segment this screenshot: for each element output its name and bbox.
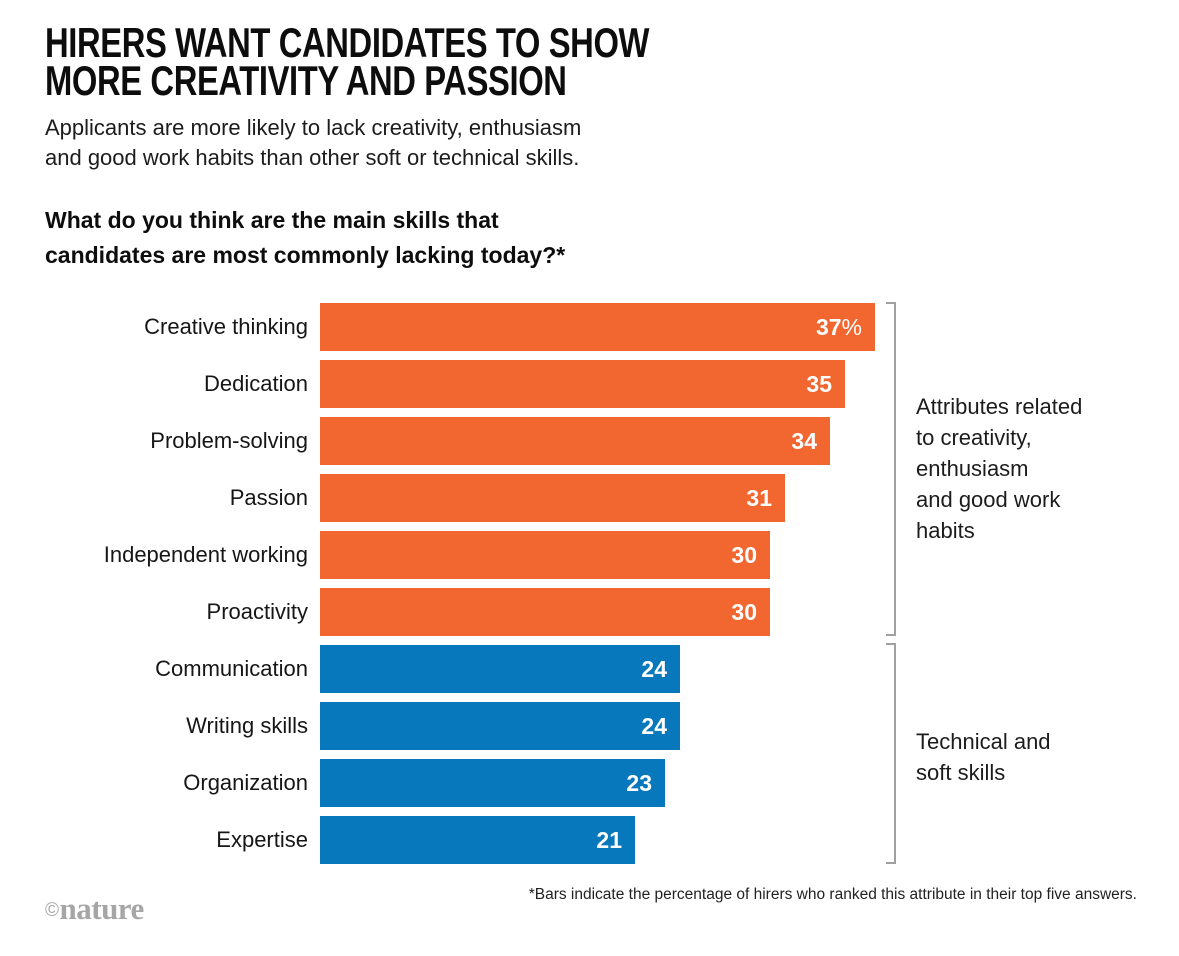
bar-creativity: 35 bbox=[320, 360, 845, 408]
group-label-technical: Technical and soft skills bbox=[916, 729, 1051, 785]
bar-technical: 24 bbox=[320, 702, 680, 750]
bar-creativity: 31 bbox=[320, 474, 785, 522]
bar-technical: 24 bbox=[320, 645, 680, 693]
group-bracket-technical bbox=[886, 643, 896, 864]
category-label: Dedication bbox=[204, 371, 308, 396]
bar-row-passion: Passion 31 bbox=[0, 474, 785, 522]
group-label-creativity: Attributes related to creativity, enthus… bbox=[916, 394, 1083, 543]
bar-row-problem-solving: Problem-solving 34 bbox=[0, 417, 830, 465]
bar-creativity: 34 bbox=[320, 417, 830, 465]
bar-value: 37% bbox=[815, 313, 862, 340]
bar-technical: 23 bbox=[320, 759, 665, 807]
category-label: Expertise bbox=[216, 827, 308, 852]
bar-value: 35 bbox=[806, 370, 832, 397]
nature-logo: ©nature bbox=[45, 891, 144, 927]
bar-row-writing-skills: Writing skills 24 bbox=[0, 702, 680, 750]
bar-value: 23 bbox=[626, 769, 652, 796]
bar-value: 24 bbox=[641, 712, 667, 739]
bar-value: 30 bbox=[731, 541, 757, 568]
category-label: Independent working bbox=[103, 542, 308, 567]
bar-row-expertise: Expertise 21 bbox=[0, 816, 635, 864]
bar-row-independent-working: Independent working 30 bbox=[0, 531, 770, 579]
category-label: Writing skills bbox=[186, 713, 308, 738]
bar-row-proactivity: Proactivity 30 bbox=[0, 588, 770, 636]
copyright-icon: © bbox=[45, 900, 59, 921]
page-subtitle: Applicants are more likely to lack creat… bbox=[45, 115, 582, 170]
bar-value: 34 bbox=[791, 427, 817, 454]
bar-technical: 21 bbox=[320, 816, 635, 864]
percent-sign: % bbox=[841, 313, 862, 340]
bar-row-organization: Organization 23 bbox=[0, 759, 665, 807]
page-title: HIRERS WANT CANDIDATES TO SHOW MORE CREA… bbox=[45, 19, 650, 104]
bar-row-dedication: Dedication 35 bbox=[0, 360, 845, 408]
category-label: Communication bbox=[155, 656, 308, 681]
bar-creativity: 30 bbox=[320, 531, 770, 579]
bar-creativity: 37% bbox=[320, 303, 875, 351]
bar-row-communication: Communication 24 bbox=[0, 645, 680, 693]
bar-value: 21 bbox=[596, 826, 622, 853]
bar-value: 24 bbox=[641, 655, 667, 682]
bar-value: 31 bbox=[746, 484, 772, 511]
bar-row-creative-thinking: Creative thinking 37% bbox=[0, 303, 875, 351]
category-label: Organization bbox=[183, 770, 308, 795]
category-label: Passion bbox=[229, 485, 308, 510]
category-label: Creative thinking bbox=[144, 314, 308, 339]
bar-value: 30 bbox=[731, 598, 757, 625]
nature-wordmark: nature bbox=[59, 891, 145, 926]
category-label: Problem-solving bbox=[150, 428, 308, 453]
bar-creativity: 30 bbox=[320, 588, 770, 636]
survey-question: What do you think are the main skills th… bbox=[45, 207, 566, 268]
category-label: Proactivity bbox=[206, 599, 308, 624]
footnote: *Bars indicate the percentage of hirers … bbox=[528, 886, 1137, 903]
group-bracket-creativity bbox=[886, 302, 896, 636]
